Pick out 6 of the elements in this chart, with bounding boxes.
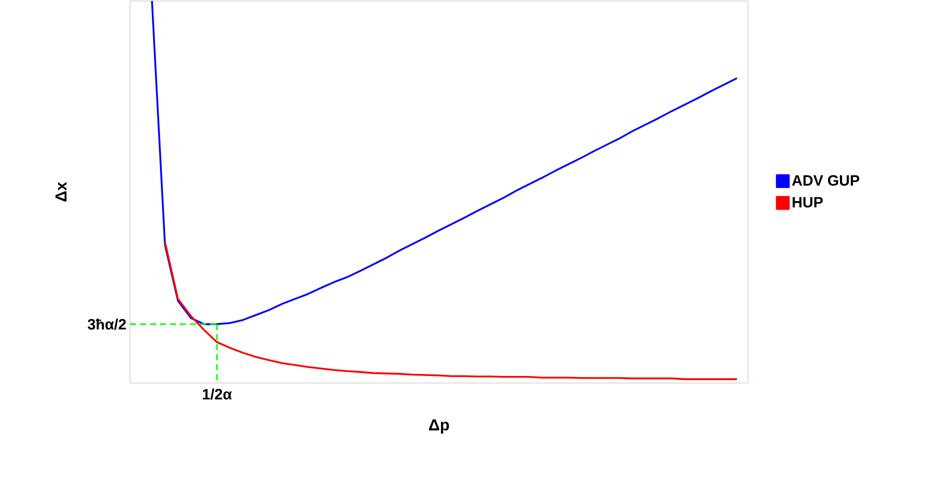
y-axis-title: Δx	[56, 182, 66, 202]
legend-label: HUP	[792, 197, 823, 208]
x-axis-title: Δp	[429, 419, 449, 434]
text: 3ħα/2	[88, 318, 126, 330]
legend-label: ADV GUP	[792, 175, 860, 186]
text: 1/2α	[202, 388, 232, 400]
